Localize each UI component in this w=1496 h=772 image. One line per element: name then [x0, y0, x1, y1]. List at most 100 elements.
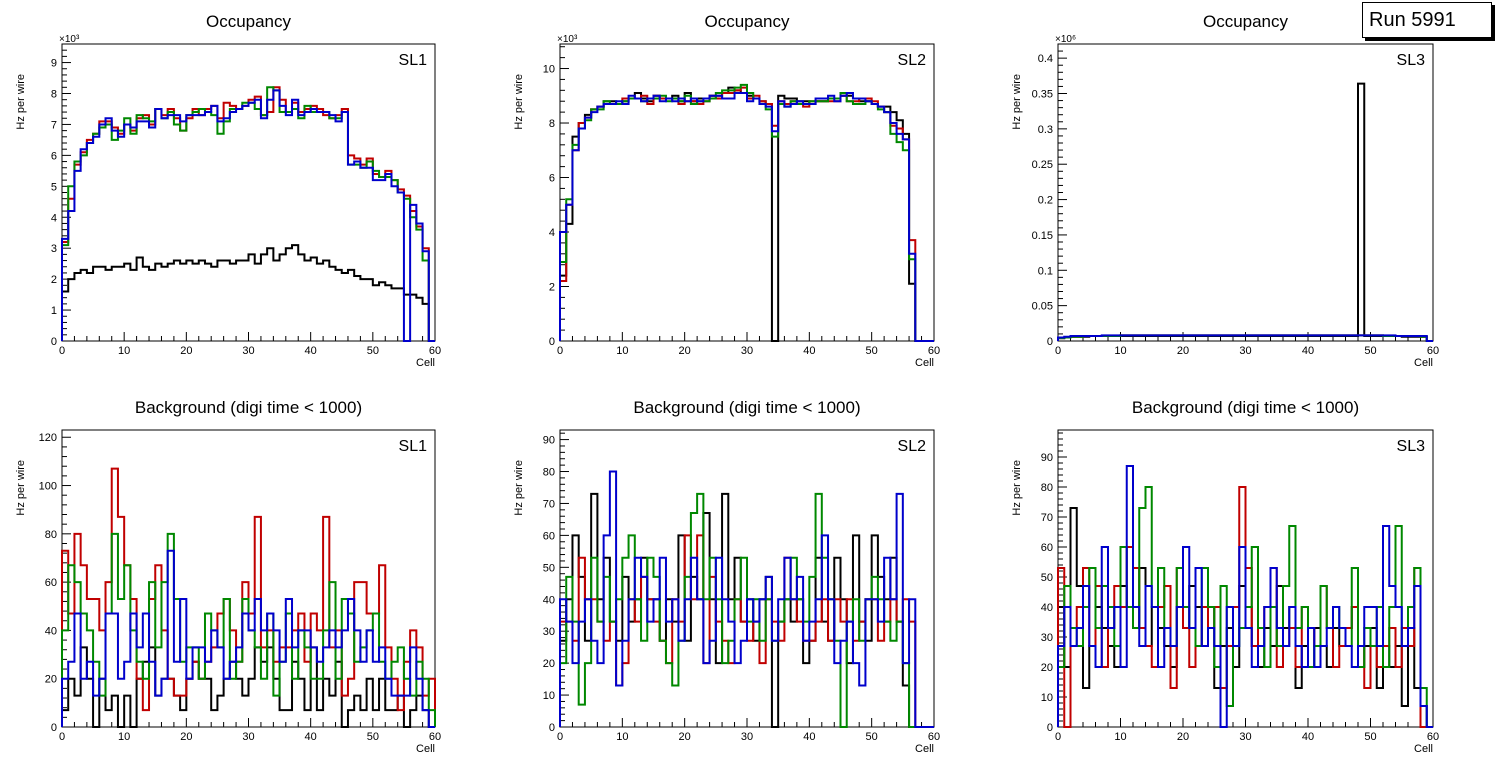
chart-title: Occupancy	[704, 12, 790, 31]
y-tick-label: 1	[51, 305, 57, 317]
superlayer-label: SL1	[399, 52, 428, 69]
y-tick-label: 20	[45, 674, 57, 686]
x-tick-label: 10	[616, 731, 628, 743]
histogram-panel-6: Background (digi time < 1000) SL3 0 10 20 30 4…	[1011, 398, 1439, 755]
x-tick-label: 30	[242, 345, 254, 357]
x-tick-label: 60	[928, 345, 940, 357]
x-tick-label: 60	[1427, 345, 1439, 357]
series-red-histogram	[61, 86, 435, 342]
y-axis-label: Hz per wire	[1011, 460, 1023, 516]
y-axis-label: Hz per wire	[15, 460, 27, 516]
y-tick-label: 8	[51, 89, 57, 101]
superlayer-label: SL2	[898, 438, 927, 455]
x-tick-label: 0	[59, 731, 65, 743]
y-tick-label: 8	[549, 118, 555, 130]
y-tick-label: 50	[1041, 572, 1053, 584]
x-tick-label: 0	[1055, 345, 1061, 357]
y-tick-label: 80	[45, 529, 57, 541]
x-tick-label: 50	[367, 345, 379, 357]
x-tick-label: 40	[1302, 345, 1314, 357]
y-tick-label: 5	[51, 181, 57, 193]
x-tick-label: 20	[679, 345, 691, 357]
y-tick-label: 4	[51, 212, 57, 224]
y-axis-label: Hz per wire	[513, 74, 525, 130]
series-blue-histogram	[559, 470, 934, 728]
x-axis-label: Cell	[1414, 743, 1433, 755]
y-axis-multiplier: ×10³	[557, 34, 578, 45]
y-tick-label: 6	[51, 150, 57, 162]
x-tick-label: 30	[741, 345, 753, 357]
series-green-histogram	[559, 83, 934, 342]
y-tick-label: 2	[51, 274, 57, 286]
y-tick-label: 40	[543, 594, 555, 606]
x-tick-label: 50	[866, 345, 878, 357]
y-tick-label: 0.15	[1032, 230, 1053, 242]
y-tick-label: 3	[51, 243, 57, 255]
series-blue-histogram	[559, 92, 934, 342]
y-tick-label: 20	[543, 658, 555, 670]
y-tick-label: 100	[39, 481, 57, 493]
x-tick-label: 30	[1239, 731, 1251, 743]
series-red-histogram	[559, 86, 934, 342]
y-tick-label: 0.4	[1038, 53, 1053, 65]
histogram-panel-4: Background (digi time < 1000) SL1 0 10 20 30 4…	[15, 398, 441, 755]
x-tick-label: 20	[1177, 731, 1189, 743]
x-axis-label: Cell	[1414, 357, 1433, 369]
y-tick-label: 0	[1047, 722, 1053, 734]
x-axis-label: Cell	[416, 357, 435, 369]
x-tick-label: 50	[866, 731, 878, 743]
y-tick-label: 80	[1041, 482, 1053, 494]
y-tick-label: 30	[543, 626, 555, 638]
y-tick-label: 0	[1047, 336, 1053, 348]
x-tick-label: 40	[305, 345, 317, 357]
superlayer-label: SL2	[898, 52, 927, 69]
y-axis-label: Hz per wire	[513, 460, 525, 516]
y-tick-label: 10	[543, 690, 555, 702]
y-tick-label: 60	[45, 577, 57, 589]
y-tick-label: 70	[1041, 512, 1053, 524]
y-tick-label: 120	[39, 432, 57, 444]
x-axis-label: Cell	[915, 743, 934, 755]
y-tick-label: 90	[1041, 452, 1053, 464]
y-tick-label: 20	[1041, 662, 1053, 674]
x-tick-label: 10	[118, 345, 130, 357]
y-tick-label: 0.35	[1032, 89, 1053, 101]
y-tick-label: 9	[51, 58, 57, 70]
y-tick-label: 70	[543, 498, 555, 510]
y-tick-label: 0	[549, 336, 555, 348]
x-tick-label: 10	[616, 345, 628, 357]
x-tick-label: 40	[803, 345, 815, 357]
x-tick-label: 20	[180, 731, 192, 743]
y-axis-label: Hz per wire	[15, 74, 27, 130]
y-tick-label: 0	[51, 336, 57, 348]
x-tick-label: 10	[118, 731, 130, 743]
x-axis-label: Cell	[915, 357, 934, 369]
y-tick-label: 60	[543, 530, 555, 542]
y-tick-label: 4	[549, 227, 555, 239]
x-tick-label: 40	[305, 731, 317, 743]
y-tick-label: 0.05	[1032, 301, 1053, 313]
x-tick-label: 40	[1302, 731, 1314, 743]
x-tick-label: 60	[1427, 731, 1439, 743]
y-tick-label: 0	[51, 722, 57, 734]
series-black-histogram	[61, 244, 435, 342]
series-green-histogram	[61, 86, 435, 342]
x-tick-label: 20	[180, 345, 192, 357]
x-tick-label: 10	[1114, 345, 1126, 357]
series-black-histogram	[559, 86, 934, 342]
y-tick-label: 2	[549, 282, 555, 294]
x-axis-label: Cell	[416, 743, 435, 755]
x-tick-label: 30	[1239, 345, 1251, 357]
x-tick-label: 30	[741, 731, 753, 743]
x-tick-label: 30	[242, 731, 254, 743]
y-tick-label: 40	[45, 625, 57, 637]
y-tick-label: 0.1	[1038, 265, 1053, 277]
chart-title: Background (digi time < 1000)	[633, 398, 860, 417]
y-tick-label: 0	[549, 722, 555, 734]
y-tick-label: 0.2	[1038, 195, 1053, 207]
x-tick-label: 0	[557, 731, 563, 743]
superlayer-label: SL3	[1397, 438, 1426, 455]
chart-title: Background (digi time < 1000)	[1132, 398, 1359, 417]
y-tick-label: 10	[543, 64, 555, 76]
